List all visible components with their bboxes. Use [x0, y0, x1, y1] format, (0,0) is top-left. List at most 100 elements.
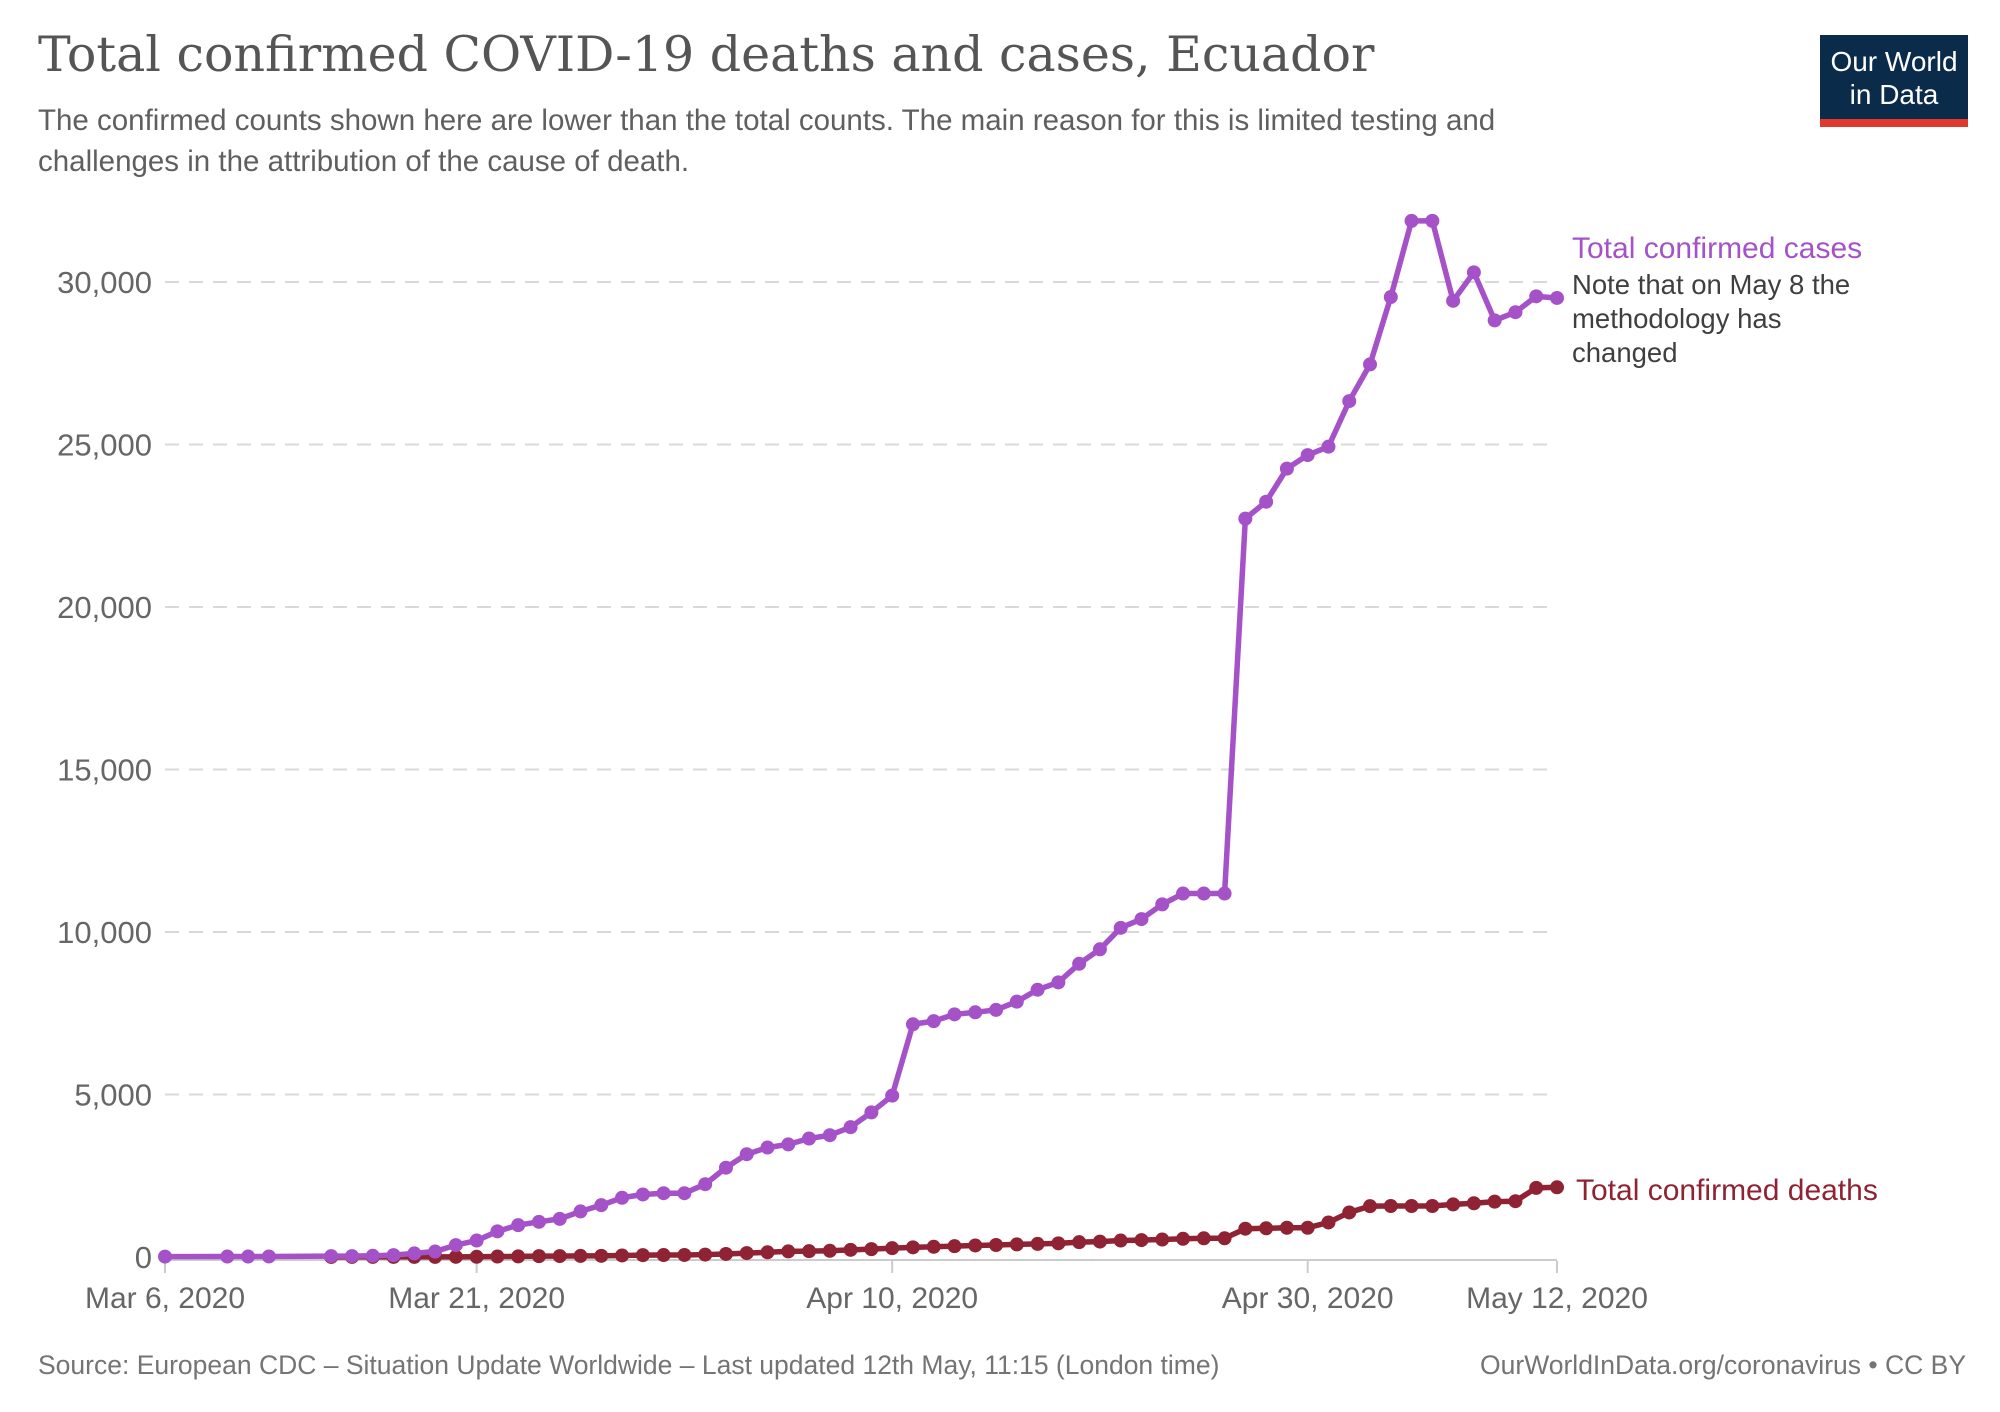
data-point-cases[interactable] [594, 1198, 609, 1213]
data-point-cases[interactable] [1259, 494, 1274, 509]
data-point-deaths[interactable] [968, 1238, 983, 1253]
data-point-cases[interactable] [1425, 213, 1440, 228]
data-point-deaths[interactable] [864, 1242, 879, 1257]
data-point-deaths[interactable] [677, 1247, 692, 1262]
data-point-deaths[interactable] [469, 1249, 484, 1264]
data-point-cases[interactable] [158, 1249, 172, 1264]
data-point-cases[interactable] [864, 1105, 879, 1120]
data-point-deaths[interactable] [1072, 1235, 1087, 1250]
data-point-cases[interactable] [324, 1249, 339, 1264]
data-point-deaths[interactable] [594, 1248, 609, 1263]
data-point-cases[interactable] [511, 1218, 526, 1233]
data-point-cases[interactable] [1009, 994, 1024, 1009]
data-point-cases[interactable] [1446, 293, 1461, 308]
data-point-cases[interactable] [261, 1249, 276, 1264]
data-point-deaths[interactable] [1217, 1231, 1232, 1246]
data-point-deaths[interactable] [885, 1241, 900, 1256]
data-point-deaths[interactable] [1404, 1199, 1419, 1214]
data-point-cases[interactable] [1363, 357, 1378, 372]
data-point-cases[interactable] [531, 1214, 546, 1229]
data-point-deaths[interactable] [1550, 1180, 1564, 1195]
data-point-deaths[interactable] [947, 1239, 962, 1254]
data-point-deaths[interactable] [656, 1248, 671, 1263]
data-point-deaths[interactable] [1363, 1199, 1378, 1214]
data-point-cases[interactable] [1051, 975, 1066, 990]
data-point-deaths[interactable] [1425, 1199, 1440, 1214]
data-point-cases[interactable] [802, 1131, 817, 1146]
data-point-deaths[interactable] [843, 1242, 858, 1257]
data-point-cases[interactable] [1383, 290, 1398, 305]
data-point-deaths[interactable] [1279, 1220, 1294, 1235]
data-point-cases[interactable] [885, 1088, 900, 1103]
data-point-deaths[interactable] [1259, 1221, 1274, 1236]
data-point-deaths[interactable] [1030, 1236, 1045, 1251]
data-point-deaths[interactable] [490, 1249, 505, 1264]
data-point-cases[interactable] [407, 1246, 422, 1261]
data-point-cases[interactable] [760, 1140, 775, 1155]
owid-logo[interactable]: Our World in Data [1820, 35, 1968, 127]
data-point-cases[interactable] [1238, 511, 1253, 526]
data-point-cases[interactable] [1072, 956, 1087, 971]
data-point-cases[interactable] [365, 1248, 380, 1263]
data-point-cases[interactable] [822, 1128, 837, 1143]
data-point-deaths[interactable] [822, 1243, 837, 1258]
data-point-deaths[interactable] [739, 1246, 754, 1261]
data-point-cases[interactable] [989, 1002, 1004, 1017]
data-point-cases[interactable] [1342, 394, 1357, 409]
data-point-deaths[interactable] [1300, 1220, 1315, 1235]
data-point-cases[interactable] [926, 1014, 941, 1029]
data-point-cases[interactable] [968, 1005, 983, 1020]
data-point-deaths[interactable] [552, 1249, 567, 1264]
data-point-deaths[interactable] [1466, 1196, 1481, 1211]
data-point-cases[interactable] [344, 1249, 359, 1264]
data-point-cases[interactable] [448, 1238, 463, 1253]
data-point-cases[interactable] [1176, 886, 1191, 901]
data-point-deaths[interactable] [511, 1249, 526, 1264]
data-point-deaths[interactable] [1134, 1233, 1149, 1248]
data-point-deaths[interactable] [531, 1249, 546, 1264]
data-point-cases[interactable] [905, 1017, 920, 1032]
data-point-deaths[interactable] [760, 1245, 775, 1260]
data-point-cases[interactable] [1155, 897, 1170, 912]
data-point-deaths[interactable] [1446, 1197, 1461, 1212]
data-point-cases[interactable] [1092, 942, 1107, 957]
data-point-deaths[interactable] [448, 1249, 463, 1264]
data-point-cases[interactable] [1487, 313, 1502, 328]
data-point-deaths[interactable] [1009, 1237, 1024, 1252]
data-point-cases[interactable] [241, 1249, 256, 1264]
data-point-deaths[interactable] [1383, 1199, 1398, 1214]
data-point-deaths[interactable] [1529, 1180, 1544, 1195]
data-point-deaths[interactable] [802, 1244, 817, 1259]
data-point-cases[interactable] [677, 1186, 692, 1201]
data-point-cases[interactable] [428, 1244, 443, 1259]
data-point-deaths[interactable] [1051, 1236, 1066, 1251]
data-point-deaths[interactable] [1487, 1194, 1502, 1209]
data-point-deaths[interactable] [1092, 1234, 1107, 1249]
data-point-cases[interactable] [220, 1249, 235, 1264]
data-point-cases[interactable] [552, 1211, 567, 1226]
data-point-deaths[interactable] [781, 1244, 796, 1259]
data-point-cases[interactable] [718, 1160, 733, 1175]
data-point-cases[interactable] [1508, 305, 1523, 320]
data-point-deaths[interactable] [718, 1246, 733, 1261]
data-point-deaths[interactable] [1113, 1233, 1128, 1248]
data-point-deaths[interactable] [989, 1238, 1004, 1253]
data-point-cases[interactable] [615, 1190, 630, 1205]
data-point-cases[interactable] [781, 1137, 796, 1152]
data-point-cases[interactable] [1196, 886, 1211, 901]
data-point-cases[interactable] [573, 1204, 588, 1219]
data-point-cases[interactable] [843, 1120, 858, 1135]
data-point-cases[interactable] [1134, 912, 1149, 927]
data-point-deaths[interactable] [573, 1248, 588, 1263]
data-point-deaths[interactable] [1176, 1231, 1191, 1246]
data-point-cases[interactable] [1550, 290, 1564, 305]
data-point-cases[interactable] [469, 1233, 484, 1248]
data-point-cases[interactable] [635, 1187, 650, 1202]
data-point-cases[interactable] [1030, 982, 1045, 997]
data-point-cases[interactable] [386, 1248, 401, 1263]
data-point-deaths[interactable] [1508, 1194, 1523, 1209]
data-point-deaths[interactable] [1155, 1232, 1170, 1247]
data-point-deaths[interactable] [905, 1240, 920, 1255]
data-point-cases[interactable] [656, 1186, 671, 1201]
data-point-deaths[interactable] [1238, 1221, 1253, 1236]
